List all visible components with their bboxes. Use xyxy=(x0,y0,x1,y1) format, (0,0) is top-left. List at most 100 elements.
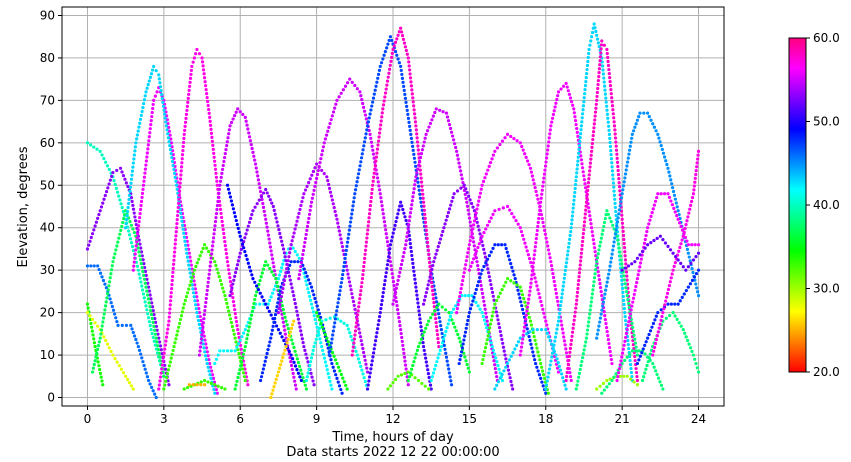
scatter-point xyxy=(527,315,531,319)
scatter-point xyxy=(166,368,171,372)
scatter-point xyxy=(566,362,570,367)
scatter-point xyxy=(95,147,99,151)
scatter-point xyxy=(92,341,97,345)
scatter-point xyxy=(212,387,216,392)
scatter-point xyxy=(154,324,158,328)
scatter-point xyxy=(465,362,469,367)
scatter-point xyxy=(490,286,494,291)
scatter-point xyxy=(671,268,675,272)
scatter-point xyxy=(278,231,282,236)
scatter-point xyxy=(595,336,599,340)
scatter-point xyxy=(566,366,570,371)
scatter-point xyxy=(629,377,633,381)
scatter-point xyxy=(403,363,408,367)
scatter-point xyxy=(430,281,434,285)
scatter-point xyxy=(407,375,412,379)
scatter-point xyxy=(679,261,683,265)
x-tick-label: 15 xyxy=(462,412,477,426)
scatter-point xyxy=(312,314,316,318)
scatter-point xyxy=(367,116,371,120)
scatter-point xyxy=(631,329,635,333)
scatter-point xyxy=(388,384,393,388)
scatter-point xyxy=(432,305,436,309)
scatter-point xyxy=(311,289,315,293)
scatter-point xyxy=(687,342,691,346)
scatter-point xyxy=(99,375,103,379)
scatter-point xyxy=(288,247,292,251)
scatter-point xyxy=(534,241,538,245)
scatter-point xyxy=(280,304,284,308)
scatter-point xyxy=(591,284,596,288)
scatter-point xyxy=(319,321,323,326)
scatter-point xyxy=(131,268,135,272)
scatter-point xyxy=(611,248,615,252)
scatter-point xyxy=(340,241,344,245)
scatter-point xyxy=(342,321,346,325)
scatter-point xyxy=(223,151,227,156)
scatter-point xyxy=(396,278,400,282)
scatter-point xyxy=(317,311,322,316)
scatter-point xyxy=(695,165,699,169)
scatter-point xyxy=(210,135,214,139)
scatter-point xyxy=(388,63,392,67)
scatter-point xyxy=(609,260,613,264)
scatter-point xyxy=(275,280,279,285)
scatter-point xyxy=(471,299,475,303)
scatter-point xyxy=(413,160,417,164)
scatter-point xyxy=(584,200,589,204)
scatter-point xyxy=(429,271,433,275)
scatter-point xyxy=(197,353,202,357)
scatter-point xyxy=(147,301,151,305)
scatter-point xyxy=(604,326,609,330)
scatter-point xyxy=(387,255,391,259)
scatter-point xyxy=(274,277,278,281)
scatter-point xyxy=(558,307,562,312)
scatter-point xyxy=(327,125,331,129)
scatter-point xyxy=(614,148,619,152)
scatter-point xyxy=(401,254,405,259)
scatter-point xyxy=(580,120,584,124)
scatter-point xyxy=(151,309,155,313)
scatter-point xyxy=(486,168,490,172)
scatter-point xyxy=(273,381,277,385)
scatter-point xyxy=(281,262,285,266)
scatter-point xyxy=(613,232,618,236)
scatter-point xyxy=(458,165,462,169)
scatter-point xyxy=(224,248,228,252)
scatter-point xyxy=(548,256,552,260)
scatter-point xyxy=(390,55,394,59)
scatter-point xyxy=(89,264,93,268)
scatter-point xyxy=(530,346,534,350)
scatter-point xyxy=(292,297,297,302)
scatter-point xyxy=(627,301,631,306)
scatter-point xyxy=(149,312,154,317)
scatter-point xyxy=(542,224,546,229)
scatter-point xyxy=(606,116,610,120)
scatter-point xyxy=(208,268,212,272)
scatter-point xyxy=(423,384,427,388)
scatter-point xyxy=(318,161,322,165)
scatter-point xyxy=(171,270,175,274)
scatter-point xyxy=(465,255,469,259)
scatter-point xyxy=(233,312,237,316)
scatter-point xyxy=(397,320,402,324)
scatter-point xyxy=(365,236,369,240)
scatter-point xyxy=(230,203,234,207)
scatter-point xyxy=(475,220,479,224)
scatter-point xyxy=(182,231,186,235)
x-tick-label: 24 xyxy=(691,412,706,426)
scatter-point xyxy=(169,356,173,360)
scatter-point xyxy=(321,352,326,356)
scatter-point xyxy=(259,190,263,194)
scatter-point xyxy=(229,199,234,203)
scatter-point xyxy=(366,228,370,232)
scatter-point xyxy=(414,352,418,356)
scatter-point xyxy=(582,220,587,224)
scatter-point xyxy=(679,324,683,328)
scatter-point xyxy=(449,203,453,207)
scatter-point xyxy=(444,218,448,222)
scatter-point xyxy=(541,373,546,377)
scatter-point xyxy=(610,378,614,383)
scatter-point xyxy=(249,313,254,317)
scatter-point xyxy=(601,300,606,304)
